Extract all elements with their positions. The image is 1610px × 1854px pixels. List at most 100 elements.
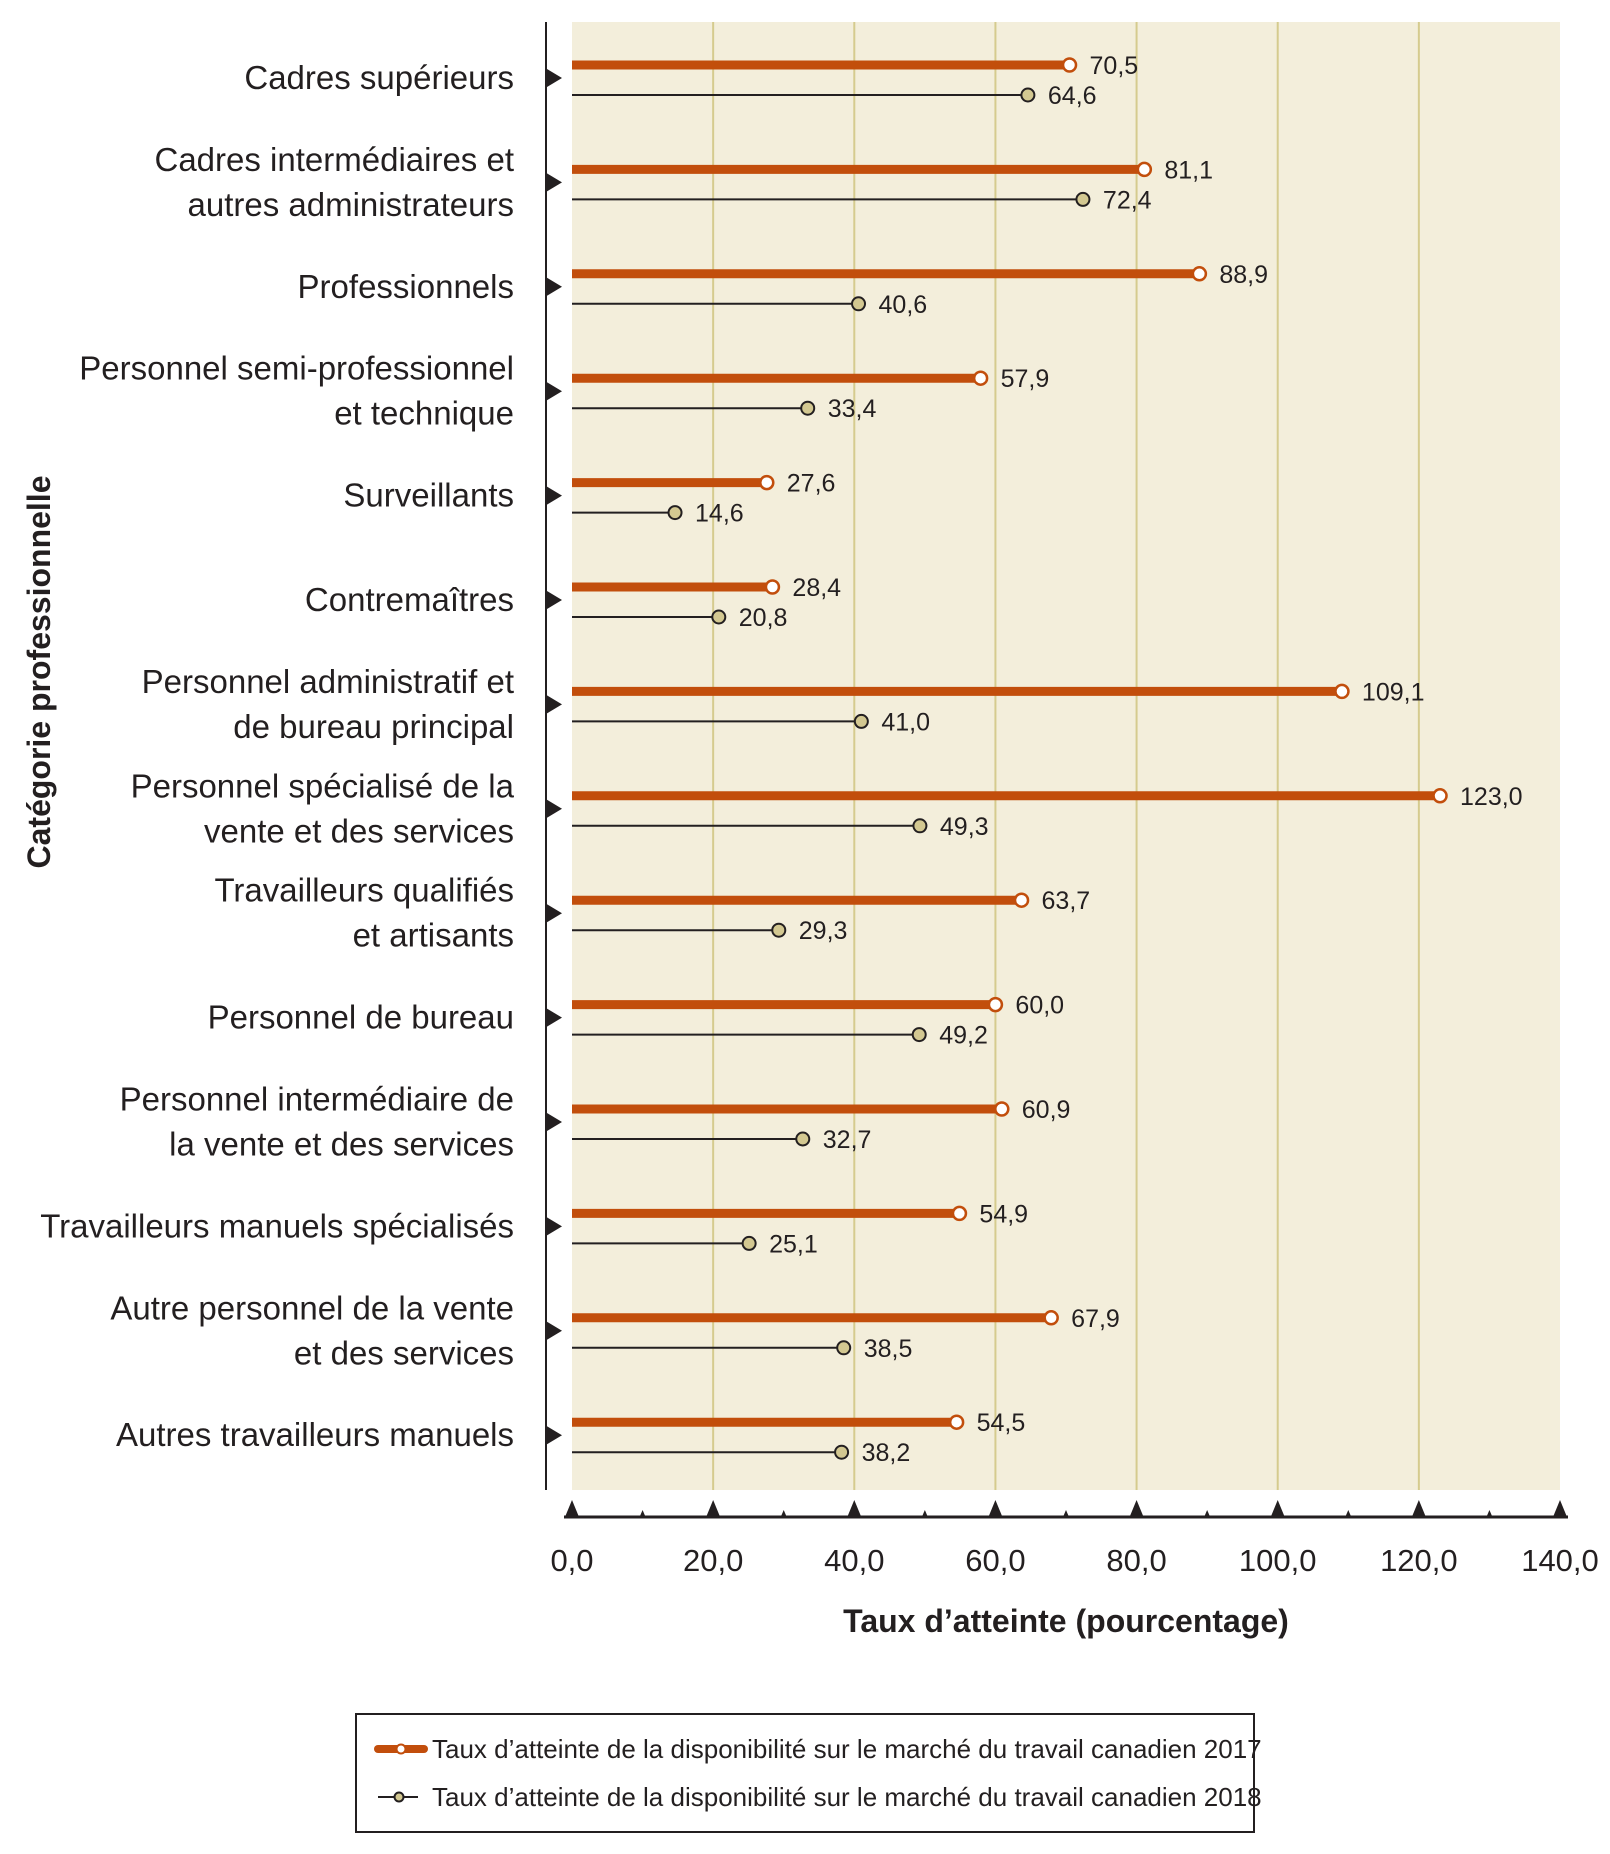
x-major-tick <box>988 1500 1003 1517</box>
marker-2018 <box>795 1131 811 1147</box>
value-label-2017: 88,9 <box>1219 261 1268 289</box>
category-label-line: Personnel intermédiaire de <box>120 1081 514 1118</box>
x-minor-tick <box>780 1510 787 1517</box>
value-label-2017: 60,9 <box>1022 1096 1071 1124</box>
marker-2017 <box>1136 161 1153 178</box>
x-tick-label: 100,0 <box>1239 1543 1317 1578</box>
value-label-2018: 32,7 <box>823 1126 872 1154</box>
marker-2017 <box>951 1205 968 1222</box>
value-label-2018: 49,2 <box>939 1022 988 1050</box>
category-label-line: Autres travailleurs manuels <box>116 1416 514 1453</box>
value-label-2018: 64,6 <box>1048 82 1097 110</box>
category-tick-arrow <box>547 591 562 609</box>
legend-item-2018: Taux d’atteinte de la disponibilité sur … <box>378 1782 1262 1812</box>
category-tick-arrow <box>547 1321 562 1340</box>
category-label: Autres travailleurs manuels <box>116 1416 514 1453</box>
value-label-2018: 25,1 <box>769 1230 818 1258</box>
value-label-2018: 40,6 <box>879 291 928 319</box>
marker-2017 <box>759 474 775 491</box>
category-label-line: Contremaîtres <box>305 581 514 618</box>
category-tick-arrow <box>547 799 562 818</box>
category-label-line: vente et des services <box>204 812 514 849</box>
marker-2017 <box>972 370 989 386</box>
legend-item-2017: Taux d’atteinte de la disponibilité sur … <box>374 1734 1262 1764</box>
legend: Taux d’atteinte de la disponibilité sur … <box>355 1713 1262 1833</box>
x-major-tick <box>565 1500 579 1517</box>
category-label-line: Travailleurs manuels spécialisés <box>40 1207 514 1244</box>
category-label-line: Cadres supérieurs <box>244 59 514 96</box>
category-tick-arrow <box>547 1113 562 1131</box>
category-label: Contremaîtres <box>305 581 514 618</box>
marker-2017 <box>1334 683 1350 700</box>
legend-label-2017: Taux d’atteinte de la disponibilité sur … <box>432 1734 1262 1764</box>
gridlines <box>712 22 1420 1490</box>
category-label: Travailleurs manuels spécialisés <box>40 1207 514 1244</box>
category-tick-arrow <box>547 1426 562 1445</box>
marker-2017 <box>1043 1310 1059 1326</box>
series-marks: 70,564,6 81,1 72,4 88,9 40,6 57,9 33,4 27,6 14,6… <box>572 52 1523 1467</box>
marker-2017 <box>994 1101 1010 1117</box>
x-tick-label: 0,0 <box>550 1543 593 1578</box>
value-label-2017: 81,1 <box>1164 156 1213 184</box>
marker-2018 <box>800 400 816 416</box>
category-label: Professionnels <box>298 268 514 305</box>
value-label-2018: 20,8 <box>739 604 788 632</box>
x-tick-label: 60,0 <box>965 1543 1025 1578</box>
marker-2017 <box>948 1414 965 1430</box>
marker-2018 <box>836 1340 852 1356</box>
value-label-2018: 14,6 <box>695 500 744 528</box>
category-label-line: la vente et des services <box>169 1126 514 1163</box>
category-tick-arrow <box>547 1008 562 1027</box>
category-label: Cadres supérieurs <box>244 59 514 96</box>
x-tick-label: 40,0 <box>824 1543 884 1578</box>
x-axis: 0,0 20,0 40,0 60,0 80,0 100,0 120,0 140,0 <box>550 1500 1599 1578</box>
category-label: Personnel de bureau <box>208 999 514 1036</box>
value-label-2018: 49,3 <box>940 813 989 841</box>
x-axis-title: Taux d’atteinte (pourcentage) <box>843 1603 1289 1639</box>
value-label-2017: 109,1 <box>1362 678 1425 706</box>
marker-2018 <box>667 505 683 521</box>
legend-marker-2018 <box>393 1791 405 1803</box>
category-label: Autre personnel de la vente et des servic… <box>110 1289 514 1371</box>
value-label-2017: 63,7 <box>1042 887 1091 915</box>
category-label-line: Personnel de bureau <box>208 999 514 1036</box>
x-minor-tick <box>1063 1510 1069 1517</box>
category-label-line: Surveillants <box>343 477 514 514</box>
value-label-2017: 67,9 <box>1071 1305 1120 1333</box>
marker-2018 <box>711 609 727 625</box>
category-label: Personnel spécialisé de la vente et des s… <box>131 767 515 849</box>
value-label-2018: 33,4 <box>828 395 877 423</box>
marker-2017 <box>1061 57 1078 73</box>
value-label-2017: 123,0 <box>1460 783 1523 811</box>
x-major-tick <box>847 1500 862 1517</box>
marker-2018 <box>741 1235 757 1251</box>
category-label-line: de bureau principal <box>233 708 514 745</box>
marker-2018 <box>912 818 928 834</box>
category-label-line: Personnel administratif et <box>142 663 514 700</box>
value-label-2018: 41,0 <box>881 708 930 736</box>
marker-2017 <box>987 996 1004 1013</box>
value-label-2017: 57,9 <box>1001 365 1050 393</box>
category-label: Personnel semi-professionnel et technique <box>79 350 514 432</box>
category-label-line: Personnel spécialisé de la <box>131 767 515 804</box>
marker-2018 <box>851 296 867 312</box>
category-label-line: autres administrateurs <box>188 186 514 223</box>
x-tick-label: 140,0 <box>1521 1543 1599 1578</box>
value-label-2017: 70,5 <box>1090 52 1139 80</box>
marker-2018 <box>853 713 869 729</box>
value-label-2017: 54,9 <box>979 1200 1028 1228</box>
marker-2018 <box>834 1444 850 1460</box>
marker-2018 <box>911 1027 927 1043</box>
value-label-2017: 28,4 <box>792 574 841 602</box>
x-major-tick <box>1270 1500 1285 1517</box>
category-tick-arrow <box>547 1217 562 1236</box>
value-label-2017: 27,6 <box>787 470 836 498</box>
marker-2017 <box>1191 266 1208 282</box>
category-label-line: Travailleurs qualifiés <box>214 872 514 909</box>
value-label-2017: 60,0 <box>1015 992 1064 1020</box>
marker-2018 <box>1075 191 1091 207</box>
x-minor-tick <box>1204 1510 1211 1517</box>
marker-2017 <box>1432 788 1448 804</box>
marker-2018 <box>771 922 787 938</box>
